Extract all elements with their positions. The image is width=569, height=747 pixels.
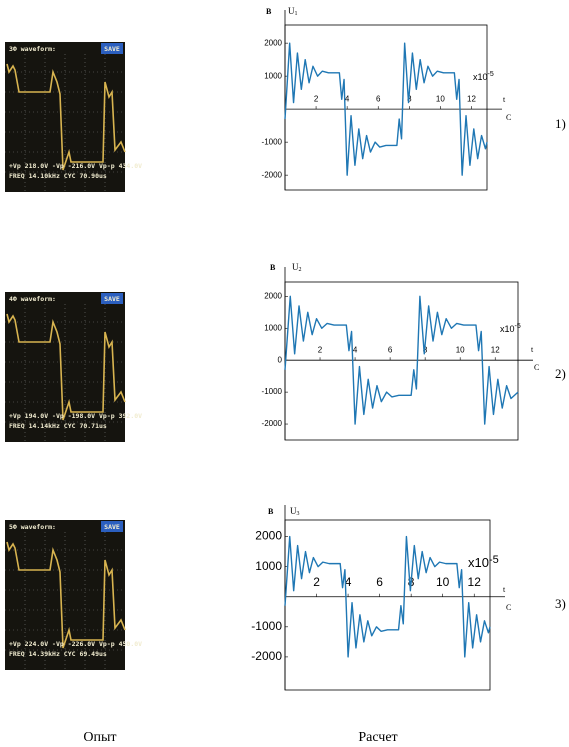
scope-title: 4Ф waveform: xyxy=(9,295,56,303)
multiplier: x10-5 xyxy=(473,71,494,83)
scope-trace xyxy=(6,63,126,171)
x-label: t xyxy=(531,345,534,354)
x-tick-label: 8 xyxy=(407,94,412,103)
save-badge xyxy=(101,521,123,532)
multiplier: x10-5 xyxy=(500,323,521,335)
y-label-main: U xyxy=(288,6,295,16)
multiplier-exp: -5 xyxy=(488,71,494,78)
save-label: SAVE xyxy=(104,523,120,531)
save-label: SAVE xyxy=(104,45,120,53)
y-label-main: U xyxy=(290,506,297,516)
x-tick-label: 12 xyxy=(468,575,482,589)
y-tick-label: -2000 xyxy=(251,649,282,663)
x-tick-label: 10 xyxy=(436,575,450,589)
x-label: t xyxy=(503,585,506,594)
waveform xyxy=(284,295,519,425)
scope-trace xyxy=(6,541,126,649)
multiplier-base: x10 xyxy=(500,324,515,334)
y-label-sub: 3 xyxy=(297,511,300,517)
x-tick-label: 8 xyxy=(423,345,428,354)
y-label: U3 xyxy=(290,506,300,517)
y-unit: B xyxy=(268,507,274,516)
x-tick-label: 4 xyxy=(353,345,358,354)
plot-frame xyxy=(284,281,519,441)
scope-trace xyxy=(6,313,126,421)
y-tick-label: 1000 xyxy=(255,559,282,573)
y-tick-label: -1000 xyxy=(251,619,282,633)
x-tick-label: 10 xyxy=(436,94,445,103)
y-label-main: U xyxy=(292,262,299,272)
y-label: U1 xyxy=(288,6,298,17)
y-tick-label: 2000 xyxy=(264,291,282,300)
x-tick-label: 10 xyxy=(456,345,465,354)
x-label: t xyxy=(503,95,506,104)
scope-readout: +Vp 218.0V -Vp -216.0V Vp-p 434.0V xyxy=(9,162,142,170)
y-tick-label: -1000 xyxy=(262,387,283,396)
y-tick-label: 1000 xyxy=(264,323,282,332)
x-tick-label: 2 xyxy=(318,345,323,354)
caption-left: Опыт xyxy=(83,730,116,745)
scope-title: 5Ф waveform: xyxy=(9,523,56,531)
caption-right: Расчет xyxy=(358,730,397,745)
waveform xyxy=(284,535,491,658)
save-label: SAVE xyxy=(104,295,120,303)
scope-readout: FREQ 14.14kHz CYC 70.71us xyxy=(9,422,107,430)
scope-title: 3Ф waveform: xyxy=(9,45,56,53)
x-unit: C xyxy=(506,113,511,122)
scope-readout: +Vp 224.0V -Vp -226.0V Vp-p 450.0V xyxy=(9,640,142,648)
multiplier-base: x10 xyxy=(473,72,488,82)
waveform xyxy=(284,42,488,176)
x-tick-label: 6 xyxy=(376,575,383,589)
y-tick-label: 2000 xyxy=(255,529,282,543)
y-tick-label: 2000 xyxy=(264,38,282,47)
x-tick-label: 4 xyxy=(345,94,350,103)
y-unit: B xyxy=(270,263,276,272)
scope-screen: 3Ф waveform: SAVE +Vp 218.0V -Vp -216.0V V… xyxy=(5,42,142,192)
x-tick-label: 6 xyxy=(388,345,393,354)
y-tick-label: -1000 xyxy=(262,137,283,146)
multiplier: x10-5 xyxy=(468,554,499,571)
y-label-sub: 2 xyxy=(299,267,302,273)
x-unit: C xyxy=(506,603,511,612)
y-label-sub: 1 xyxy=(295,11,298,17)
row-label: 2) xyxy=(555,366,566,381)
save-badge xyxy=(101,43,123,54)
multiplier-exp: -5 xyxy=(515,323,521,330)
plot-frame xyxy=(284,519,491,691)
multiplier-base: x10 xyxy=(468,555,489,570)
y-label: U2 xyxy=(292,262,302,273)
x-tick-label: 4 xyxy=(345,575,352,589)
scope-screen: 4Ф waveform: SAVE +Vp 194.0V -Vp -198.0V V… xyxy=(5,292,142,442)
scope-readout: +Vp 194.0V -Vp -198.0V Vp-p 392.0V xyxy=(9,412,142,420)
save-badge xyxy=(101,293,123,304)
y-tick-label: -2000 xyxy=(262,170,283,179)
x-tick-label: 2 xyxy=(313,575,320,589)
y-tick-label: -2000 xyxy=(262,419,283,428)
x-tick-label: 12 xyxy=(491,345,500,354)
x-tick-label: 12 xyxy=(467,94,476,103)
y-unit: B xyxy=(266,7,272,16)
row-label: 1) xyxy=(555,116,566,131)
multiplier-exp: -5 xyxy=(489,554,499,566)
row-label: 3) xyxy=(555,596,566,611)
plot-frame xyxy=(284,24,488,191)
scope-readout: FREQ 14.10kHz CYC 70.90us xyxy=(9,172,107,180)
y-tick-label: 0 xyxy=(278,355,283,364)
x-tick-label: 6 xyxy=(376,94,381,103)
scope-readout: FREQ 14.39kHz CYC 69.49us xyxy=(9,650,107,658)
scope-screen: 5Ф waveform: SAVE +Vp 224.0V -Vp -226.0V V… xyxy=(5,520,142,670)
x-unit: C xyxy=(534,363,539,372)
y-tick-label: 1000 xyxy=(264,71,282,80)
x-tick-label: 2 xyxy=(314,94,319,103)
